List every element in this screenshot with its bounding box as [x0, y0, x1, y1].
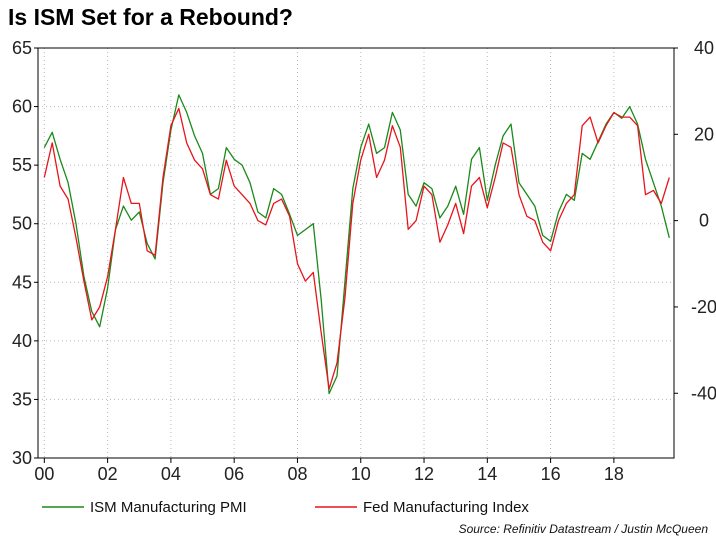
series-line-1: [43, 107, 670, 390]
left-tick-label-3: 45: [12, 272, 32, 292]
left-tick-label-2: 40: [12, 331, 32, 351]
right-tick-label-3: 20: [694, 124, 714, 144]
grid-lines: [38, 47, 674, 459]
x-tick-label-4: 08: [287, 464, 307, 484]
x-tick-label-3: 06: [224, 464, 244, 484]
right-tick-label-4: 40: [694, 38, 714, 58]
x-tick-label-6: 12: [414, 464, 434, 484]
left-tick-label-7: 65: [12, 38, 32, 58]
legend: ISM Manufacturing PMI Fed Manufacturing I…: [42, 499, 529, 516]
left-tick-label-5: 55: [12, 155, 32, 175]
right-tick-label-0: -40: [691, 383, 716, 403]
x-tick-label-2: 04: [161, 464, 181, 484]
left-tick-label-0: 30: [12, 448, 32, 468]
left-axis: 30 35 40 45 50 55 60 65: [12, 38, 38, 468]
x-tick-label-1: 02: [98, 464, 118, 484]
x-tick-label-5: 10: [351, 464, 371, 484]
legend-label-1: Fed Manufacturing Index: [363, 499, 529, 516]
series-line-0: [43, 94, 670, 395]
x-axis: 00 02 04 06 08 10 12 14 16 18: [34, 458, 624, 484]
left-tick-label-4: 50: [12, 214, 32, 234]
right-axis: -40 -20 0 20 40: [674, 38, 716, 403]
series-layer: [43, 94, 670, 395]
x-tick-label-0: 00: [34, 464, 54, 484]
x-tick-label-9: 18: [604, 464, 624, 484]
plot-frame: [37, 47, 675, 459]
x-tick-label-8: 16: [541, 464, 561, 484]
right-tick-label-1: -20: [691, 297, 716, 317]
chart-title: Is ISM Set for a Rebound?: [8, 4, 293, 30]
left-tick-label-6: 60: [12, 97, 32, 117]
right-tick-label-2: 0: [699, 211, 709, 231]
source-note: Source: Refinitiv Datastream / Justin Mc…: [458, 522, 708, 536]
left-tick-label-1: 35: [12, 389, 32, 409]
x-tick-label-7: 14: [477, 464, 497, 484]
legend-label-0: ISM Manufacturing PMI: [90, 499, 247, 516]
